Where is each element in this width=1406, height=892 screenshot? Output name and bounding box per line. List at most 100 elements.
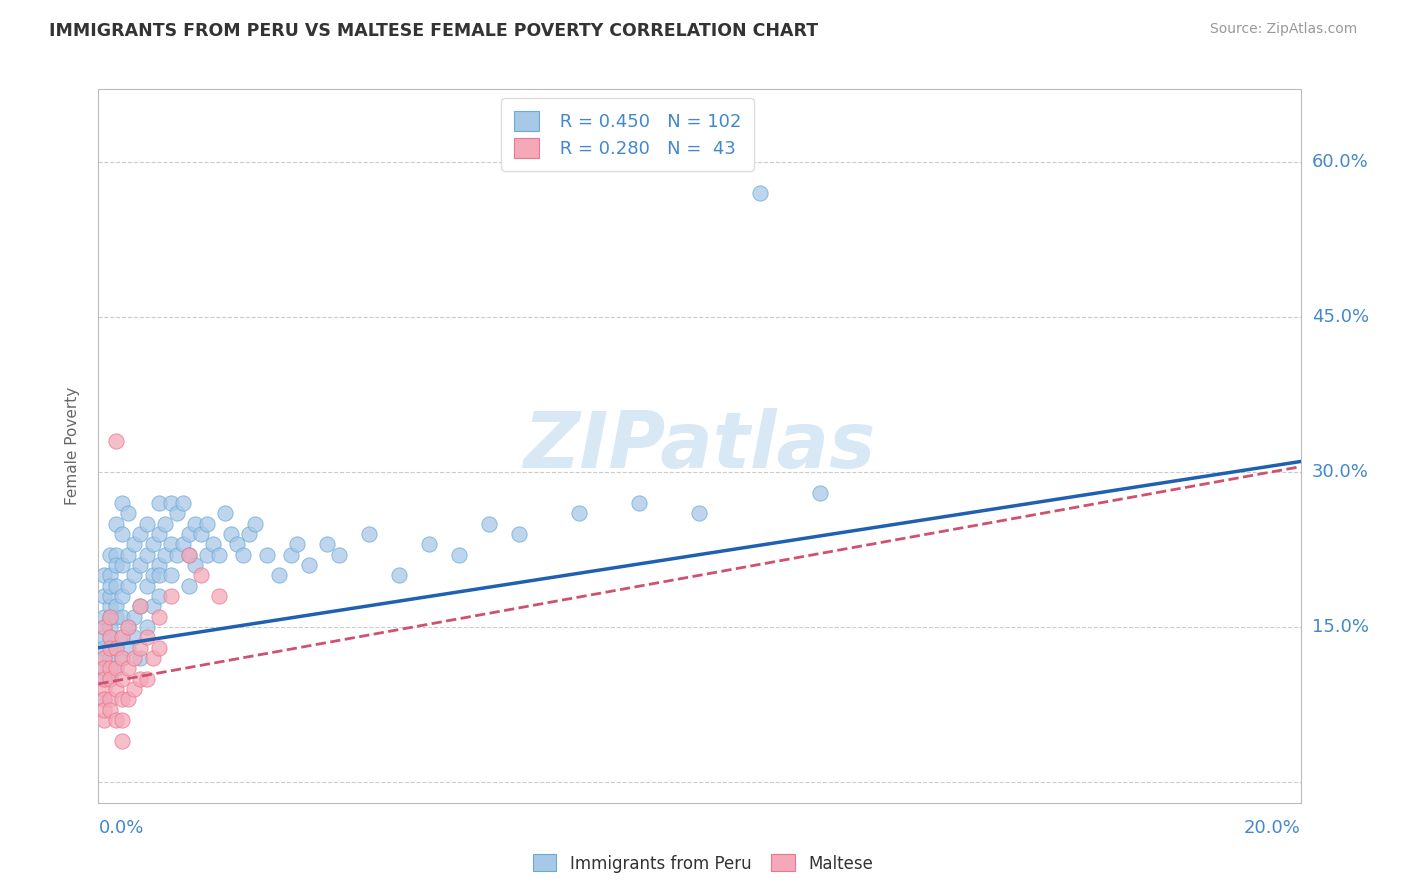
Point — [105, 609, 128, 624]
Legend:  R = 0.450   N = 102,  R = 0.280   N =  43: R = 0.450 N = 102, R = 0.280 N = 43 — [501, 98, 754, 170]
Point — [93, 609, 115, 624]
Point — [238, 527, 260, 541]
Point — [111, 651, 134, 665]
Point — [93, 589, 115, 603]
Point — [111, 692, 134, 706]
Point — [100, 672, 122, 686]
Point — [105, 599, 128, 614]
Point — [208, 589, 231, 603]
Point — [208, 548, 231, 562]
Point — [808, 485, 831, 500]
Point — [568, 506, 591, 520]
Point — [93, 651, 115, 665]
Text: 0.0%: 0.0% — [98, 819, 143, 837]
Y-axis label: Female Poverty: Female Poverty — [65, 387, 80, 505]
Point — [688, 506, 710, 520]
Point — [100, 630, 122, 644]
Text: 60.0%: 60.0% — [1312, 153, 1368, 170]
Text: IMMIGRANTS FROM PERU VS MALTESE FEMALE POVERTY CORRELATION CHART: IMMIGRANTS FROM PERU VS MALTESE FEMALE P… — [49, 22, 818, 40]
Point — [183, 558, 205, 572]
Point — [93, 672, 115, 686]
Point — [93, 672, 115, 686]
Point — [177, 548, 200, 562]
Point — [148, 568, 170, 582]
Point — [201, 537, 224, 551]
Point — [93, 703, 115, 717]
Point — [124, 630, 146, 644]
Point — [388, 568, 411, 582]
Point — [100, 672, 122, 686]
Point — [105, 548, 128, 562]
Point — [159, 568, 181, 582]
Point — [315, 537, 337, 551]
Point — [172, 496, 194, 510]
Point — [124, 609, 146, 624]
Point — [129, 599, 152, 614]
Point — [117, 620, 139, 634]
Point — [159, 537, 181, 551]
Point — [129, 640, 152, 655]
Point — [105, 558, 128, 572]
Point — [93, 713, 115, 727]
Point — [105, 640, 128, 655]
Point — [93, 661, 115, 675]
Point — [93, 630, 115, 644]
Point — [159, 589, 181, 603]
Point — [93, 568, 115, 582]
Point — [195, 516, 218, 531]
Point — [129, 527, 152, 541]
Point — [100, 692, 122, 706]
Point — [256, 548, 278, 562]
Point — [285, 537, 308, 551]
Point — [100, 651, 122, 665]
Point — [111, 733, 134, 747]
Point — [267, 568, 290, 582]
Point — [447, 548, 470, 562]
Point — [141, 651, 163, 665]
Point — [153, 548, 176, 562]
Point — [93, 620, 115, 634]
Point — [100, 568, 122, 582]
Point — [148, 527, 170, 541]
Point — [148, 496, 170, 510]
Point — [93, 640, 115, 655]
Point — [93, 692, 115, 706]
Point — [148, 640, 170, 655]
Point — [111, 630, 134, 644]
Point — [100, 630, 122, 644]
Point — [159, 496, 181, 510]
Text: 30.0%: 30.0% — [1312, 463, 1368, 481]
Point — [135, 672, 157, 686]
Point — [124, 568, 146, 582]
Point — [135, 579, 157, 593]
Point — [478, 516, 501, 531]
Point — [105, 661, 128, 675]
Point — [177, 579, 200, 593]
Point — [93, 651, 115, 665]
Point — [100, 620, 122, 634]
Point — [141, 599, 163, 614]
Point — [111, 496, 134, 510]
Point — [117, 692, 139, 706]
Text: Source: ZipAtlas.com: Source: ZipAtlas.com — [1209, 22, 1357, 37]
Point — [141, 568, 163, 582]
Point — [298, 558, 321, 572]
Point — [117, 548, 139, 562]
Point — [214, 506, 236, 520]
Point — [117, 620, 139, 634]
Point — [148, 558, 170, 572]
Point — [418, 537, 440, 551]
Point — [111, 713, 134, 727]
Legend: Immigrants from Peru, Maltese: Immigrants from Peru, Maltese — [526, 847, 880, 880]
Text: 45.0%: 45.0% — [1312, 308, 1369, 326]
Point — [243, 516, 266, 531]
Point — [105, 434, 128, 448]
Point — [117, 640, 139, 655]
Point — [748, 186, 770, 200]
Point — [195, 548, 218, 562]
Point — [100, 640, 122, 655]
Point — [172, 537, 194, 551]
Point — [135, 620, 157, 634]
Point — [105, 516, 128, 531]
Point — [100, 703, 122, 717]
